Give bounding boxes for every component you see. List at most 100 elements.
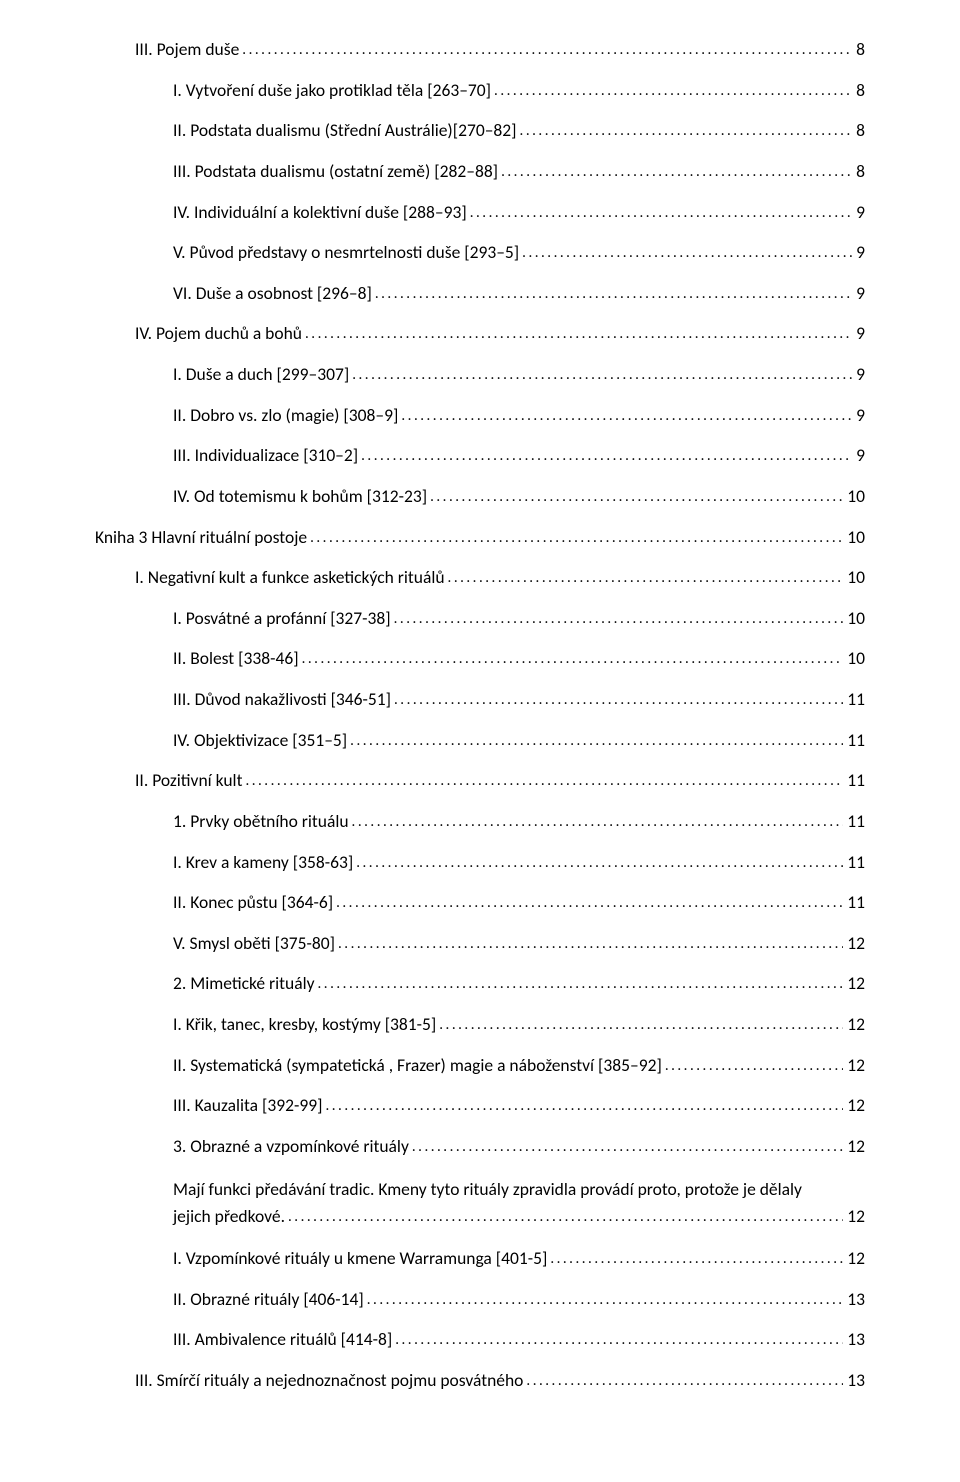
toc-leader-dots	[398, 406, 852, 426]
toc-entry-label: III. Smírčí rituály a nejednoznačnost po…	[135, 1369, 523, 1393]
toc-entry: III. Podstata dualismu (ostatní země) [2…	[95, 160, 865, 184]
toc-entry: 2. Mimetické rituály12	[95, 972, 865, 996]
toc-entry-label: II. Podstata dualismu (Střední Austrálie…	[173, 119, 517, 143]
toc-leader-dots	[662, 1056, 843, 1076]
toc-leader-dots	[427, 487, 843, 507]
toc-entry-label: II. Konec půstu [364-6]	[173, 891, 333, 915]
toc-entry: II. Systematická (sympatetická , Frazer)…	[95, 1054, 865, 1078]
toc-leader-dots	[436, 1015, 843, 1035]
toc-leader-dots	[467, 203, 852, 223]
toc-entry-label: II. Pozitivní kult	[135, 769, 242, 793]
toc-leader-dots	[242, 771, 843, 791]
toc-leader-dots	[409, 1137, 843, 1157]
toc-leader-dots	[333, 893, 843, 913]
toc-entry: Mají funkci předávání tradic. Kmeny tyto…	[95, 1176, 865, 1230]
toc-page-number: 12	[843, 1054, 865, 1078]
toc-entry-label: I. Krev a kameny [358-63]	[173, 851, 353, 875]
toc-entry: V. Smysl oběti [375-80]12	[95, 932, 865, 956]
toc-page-number: 11	[843, 688, 865, 712]
toc-page-number: 12	[843, 1247, 865, 1271]
toc-entry: I. Duše a duch [299–307] 9	[95, 363, 865, 387]
toc-entry: I. Krev a kameny [358-63]11	[95, 851, 865, 875]
toc-page-number: 8	[852, 160, 865, 184]
toc-entry-label: III. Podstata dualismu (ostatní země) [2…	[173, 160, 498, 184]
toc-page-number: 8	[852, 119, 865, 143]
toc-entry-label: I. Vytvoření duše jako protiklad těla [2…	[173, 79, 491, 103]
toc-entry-label: 2. Mimetické rituály	[173, 972, 315, 996]
toc-page-number: 12	[843, 1203, 865, 1230]
toc-page-number: 12	[843, 932, 865, 956]
toc-entry-label: II. Obrazné rituály [406-14]	[173, 1288, 364, 1312]
toc-leader-dots	[392, 1330, 843, 1350]
toc-page-number: 13	[843, 1369, 865, 1393]
toc-page-number: 12	[843, 1013, 865, 1037]
toc-page-number: 9	[852, 201, 865, 225]
toc-entry-label: I. Vzpomínkové rituály u kmene Warramung…	[173, 1247, 547, 1271]
toc-leader-dots	[322, 1096, 843, 1116]
toc-page-number: 13	[843, 1288, 865, 1312]
document-page: III. Pojem duše8I. Vytvoření duše jako p…	[0, 0, 960, 1482]
toc-entry: II. Dobro vs. zlo (magie) [308–9] 9	[95, 404, 865, 428]
toc-leader-dots	[299, 649, 844, 669]
toc-leader-dots	[491, 81, 852, 101]
toc-entry-label: II. Systematická (sympatetická , Frazer)…	[173, 1054, 662, 1078]
toc-entry-label: IV. Od totemismu k bohům [312-23]	[173, 485, 427, 509]
toc-entry-label: jejich předkové.	[173, 1203, 285, 1230]
toc-page-number: 10	[843, 526, 865, 550]
toc-entry-label: IV. Pojem duchů a bohů	[135, 322, 302, 346]
toc-entry-label: III. Důvod nakažlivosti [346-51]	[173, 688, 391, 712]
toc-entry-label: VI. Duše a osobnost [296–8]	[173, 282, 372, 306]
toc-entry: IV. Individuální a kolektivní duše [288–…	[95, 201, 865, 225]
toc-entry-label: I. Duše a duch [299–307]	[173, 363, 349, 387]
toc-page-number: 12	[843, 1135, 865, 1159]
toc-entry: 1. Prvky obětního rituálu11	[95, 810, 865, 834]
toc-leader-dots	[307, 528, 843, 548]
toc-entry: 3. Obrazné a vzpomínkové rituály 12	[95, 1135, 865, 1159]
toc-entry: II. Podstata dualismu (Střední Austrálie…	[95, 119, 865, 143]
toc-page-number: 13	[843, 1328, 865, 1352]
toc-entry: VI. Duše a osobnost [296–8] 9	[95, 282, 865, 306]
toc-leader-dots	[349, 812, 844, 832]
table-of-contents: III. Pojem duše8I. Vytvoření duše jako p…	[95, 38, 865, 1392]
toc-leader-dots	[391, 690, 843, 710]
toc-entry: III. Kauzalita [392-99]12	[95, 1094, 865, 1118]
toc-entry-label: 3. Obrazné a vzpomínkové rituály	[173, 1135, 409, 1159]
toc-leader-dots	[353, 853, 843, 873]
toc-entry-label: I. Křik, tanec, kresby, kostýmy [381-5]	[173, 1013, 436, 1037]
toc-entry: II. Pozitivní kult11	[95, 769, 865, 793]
toc-leader-dots	[523, 1371, 843, 1391]
toc-page-number: 9	[852, 282, 865, 306]
toc-entry-label: 1. Prvky obětního rituálu	[173, 810, 349, 834]
toc-entry: III. Důvod nakažlivosti [346-51] 11	[95, 688, 865, 712]
toc-entry: I. Negativní kult a funkce asketických r…	[95, 566, 865, 590]
toc-entry-label: II. Dobro vs. zlo (magie) [308–9]	[173, 404, 398, 428]
toc-entry: II. Bolest [338-46] 10	[95, 647, 865, 671]
toc-entry-label: Mají funkci předávání tradic. Kmeny tyto…	[173, 1176, 865, 1203]
toc-entry: I. Křik, tanec, kresby, kostýmy [381-5] 1…	[95, 1013, 865, 1037]
toc-entry: III. Smírčí rituály a nejednoznačnost po…	[95, 1369, 865, 1393]
toc-page-number: 10	[843, 485, 865, 509]
toc-entry-label: II. Bolest [338-46]	[173, 647, 299, 671]
toc-page-number: 10	[843, 607, 865, 631]
toc-page-number: 12	[843, 1094, 865, 1118]
toc-leader-dots	[391, 609, 844, 629]
toc-leader-dots	[372, 284, 852, 304]
toc-page-number: 10	[843, 566, 865, 590]
toc-entry-label: I. Posvátné a profánní [327-38]	[173, 607, 391, 631]
toc-entry-label: Kniha 3 Hlavní rituální postoje	[95, 526, 307, 550]
toc-entry: III. Ambivalence rituálů [414-8]13	[95, 1328, 865, 1352]
toc-leader-dots	[547, 1249, 843, 1269]
toc-page-number: 10	[843, 647, 865, 671]
toc-page-number: 9	[852, 322, 865, 346]
toc-leader-dots	[519, 243, 852, 263]
toc-entry-label: IV. Objektivizace [351–5]	[173, 729, 347, 753]
toc-page-number: 9	[852, 404, 865, 428]
toc-page-number: 11	[843, 729, 865, 753]
toc-page-number: 9	[852, 363, 865, 387]
toc-entry-label: V. Původ představy o nesmrtelnosti duše …	[173, 241, 519, 265]
toc-leader-dots	[285, 1206, 843, 1229]
toc-entry: II. Obrazné rituály [406-14] 13	[95, 1288, 865, 1312]
toc-page-number: 9	[852, 444, 865, 468]
toc-entry: I. Posvátné a profánní [327-38] 10	[95, 607, 865, 631]
toc-entry: III. Individualizace [310–2]9	[95, 444, 865, 468]
